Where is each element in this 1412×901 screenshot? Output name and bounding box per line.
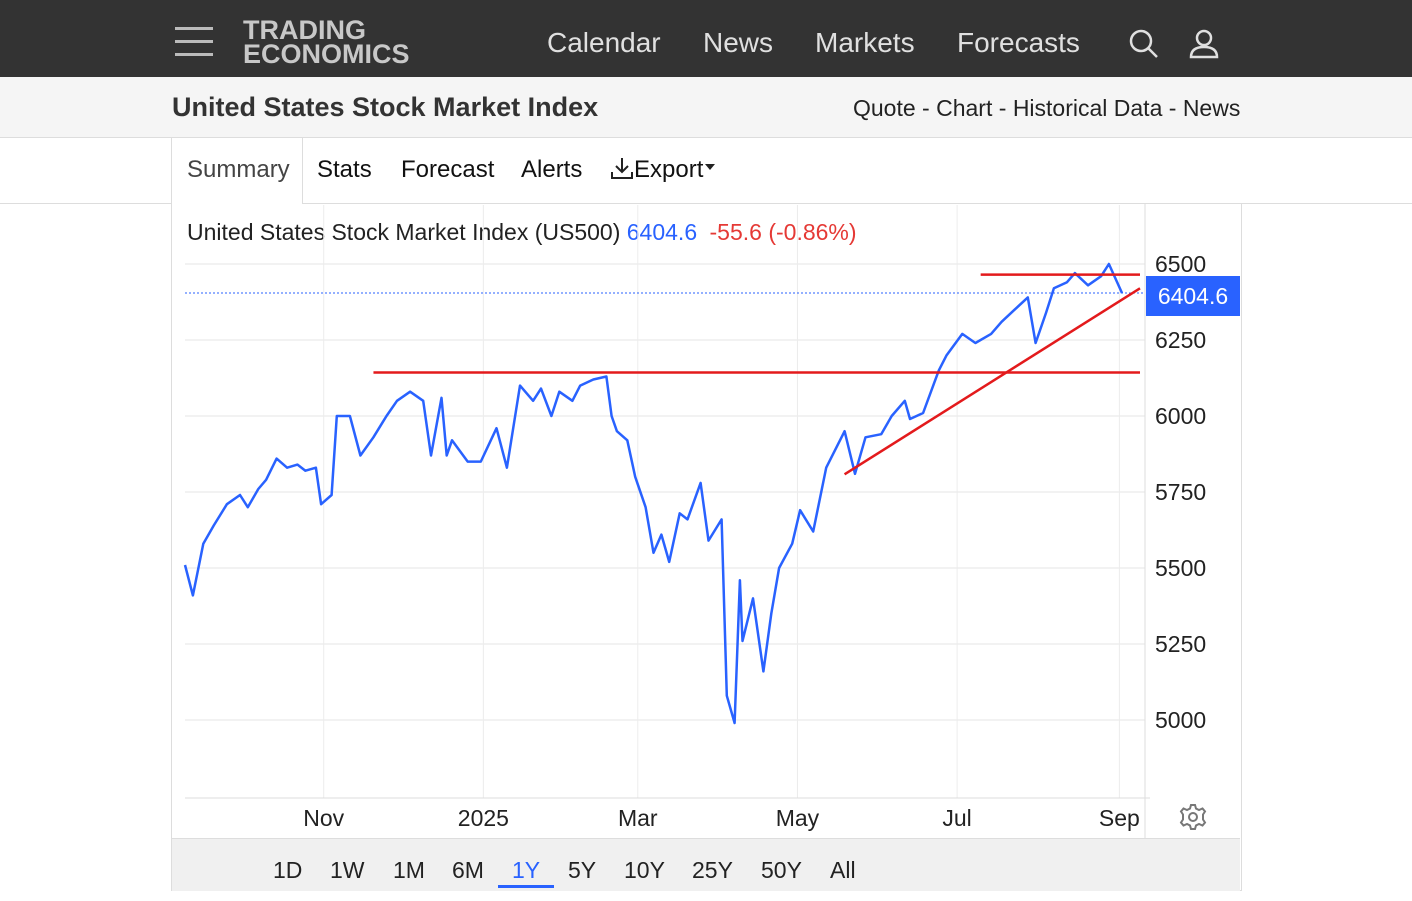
nav-forecasts[interactable]: Forecasts bbox=[957, 27, 1080, 58]
y-tick-label: 5500 bbox=[1155, 555, 1206, 581]
x-tick-label: 2025 bbox=[458, 805, 509, 831]
download-icon bbox=[611, 158, 633, 179]
user-icon[interactable] bbox=[1188, 28, 1220, 60]
top-navigation-bar bbox=[0, 0, 1412, 77]
instrument-name: United States Stock Market Index (US500) bbox=[187, 219, 621, 245]
y-tick-label: 6250 bbox=[1155, 327, 1206, 353]
tab-summary[interactable]: Summary bbox=[187, 156, 290, 183]
tab-forecast[interactable]: Forecast bbox=[401, 156, 495, 183]
range-1y[interactable]: 1Y bbox=[512, 857, 541, 883]
quick-links: Quote - Chart - Historical Data - News bbox=[853, 95, 1240, 122]
trendline-annotation bbox=[843, 287, 1141, 476]
current-price: 6404.6 bbox=[626, 219, 698, 245]
tab-export[interactable]: Export bbox=[610, 156, 717, 184]
tab-summary-active bbox=[171, 138, 303, 204]
search-icon[interactable] bbox=[1128, 28, 1160, 60]
separator: - bbox=[992, 95, 1013, 121]
logo-line-2: ECONOMICS bbox=[243, 39, 410, 69]
tabs-row bbox=[0, 138, 1412, 204]
range-5y[interactable]: 5Y bbox=[568, 857, 597, 883]
nav-calendar[interactable]: Calendar bbox=[547, 27, 661, 58]
last-price-tag: 6404.6 bbox=[1146, 276, 1240, 316]
y-tick-label: 6500 bbox=[1155, 251, 1206, 277]
x-tick-label: Sep bbox=[1099, 805, 1140, 831]
range-selector bbox=[172, 838, 1240, 891]
range-25y[interactable]: 25Y bbox=[692, 857, 733, 883]
x-tick-label: May bbox=[776, 805, 820, 831]
price-series-line bbox=[183, 262, 1124, 725]
active-range-indicator bbox=[498, 885, 554, 888]
link-quote[interactable]: Quote bbox=[853, 95, 916, 121]
y-tick-label: 5250 bbox=[1155, 631, 1206, 657]
link-news[interactable]: News bbox=[1182, 95, 1241, 121]
logo-line-1: TRADING bbox=[243, 15, 366, 45]
link-historical-data[interactable]: Historical Data bbox=[1012, 95, 1163, 121]
range-1w[interactable]: 1W bbox=[330, 857, 365, 883]
x-tick-label: Jul bbox=[942, 805, 971, 831]
range-all[interactable]: All bbox=[830, 857, 856, 883]
range-50y[interactable]: 50Y bbox=[761, 857, 802, 883]
separator: - bbox=[1162, 95, 1183, 121]
export-label: Export bbox=[634, 156, 704, 183]
tab-stats[interactable]: Stats bbox=[317, 156, 372, 183]
separator: - bbox=[915, 95, 937, 121]
logo[interactable]: TRADING ECONOMICS bbox=[243, 15, 410, 69]
x-tick-label: Nov bbox=[303, 805, 344, 831]
x-tick-label: Mar bbox=[618, 805, 658, 831]
tab-alerts[interactable]: Alerts bbox=[521, 156, 583, 183]
range-10y[interactable]: 10Y bbox=[624, 857, 665, 883]
nav-markets[interactable]: Markets bbox=[815, 27, 915, 58]
nav-news[interactable]: News bbox=[703, 27, 774, 58]
price-change: -55.6 (-0.86%) bbox=[709, 219, 857, 245]
title-bar bbox=[0, 77, 1412, 138]
page-title: United States Stock Market Index bbox=[172, 92, 599, 122]
link-chart[interactable]: Chart bbox=[936, 95, 993, 121]
gear-icon[interactable] bbox=[1178, 802, 1208, 832]
hamburger-menu-icon[interactable] bbox=[175, 27, 213, 57]
range-6m[interactable]: 6M bbox=[452, 857, 484, 883]
y-tick-label: 6000 bbox=[1155, 403, 1206, 429]
range-1d[interactable]: 1D bbox=[273, 857, 303, 883]
range-1m[interactable]: 1M bbox=[393, 857, 425, 883]
caret-down-icon bbox=[705, 164, 716, 170]
chart-header: United States Stock Market Index (US500)… bbox=[187, 219, 857, 246]
y-tick-label: 5000 bbox=[1155, 707, 1206, 733]
y-tick-label: 5750 bbox=[1155, 479, 1206, 505]
